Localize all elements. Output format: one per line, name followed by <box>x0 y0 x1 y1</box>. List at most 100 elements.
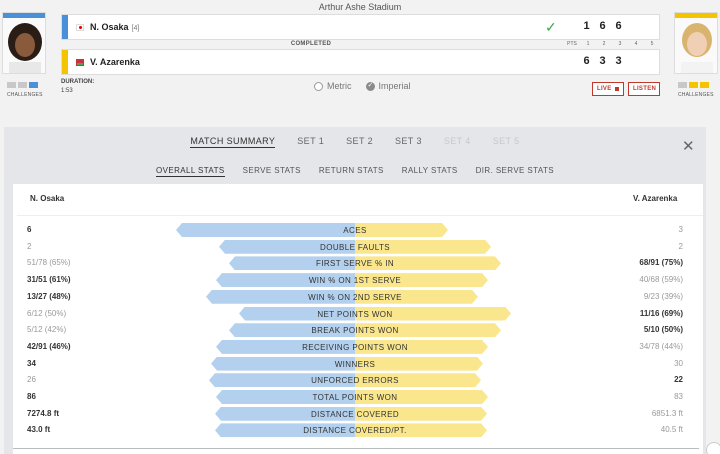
player2-stat-value: 3 <box>678 225 683 234</box>
subtab-overall-stats[interactable]: OVERALL STATS <box>155 166 225 177</box>
player2-stat-value: 68/91 (75%) <box>639 258 683 268</box>
subtab-return-stats[interactable]: RETURN STATS <box>318 166 384 175</box>
stat-row: 6 3 ACES <box>0 223 720 237</box>
player1-stat-value: 13/27 (48%) <box>27 291 71 301</box>
set-score: 1 <box>583 20 590 32</box>
player2-stat-value: 5/10 (50%) <box>643 325 683 335</box>
player2-stat-value: 11/16 (69%) <box>639 308 683 318</box>
live-label: LIVE <box>597 86 612 92</box>
player1-stat-bar <box>239 306 355 321</box>
set-score: 6 <box>615 20 622 32</box>
set-score: 6 <box>599 20 606 32</box>
subtab-rally-stats[interactable]: RALLY STATS <box>401 166 458 175</box>
challenge-used <box>7 82 16 88</box>
player1-stat-bar <box>211 356 355 371</box>
challenge-remaining <box>700 82 709 88</box>
player1-avatar-icon <box>8 23 42 73</box>
stat-row: 51/78 (65%) 68/91 (75%) FIRST SERVE % IN <box>0 256 720 271</box>
player1-stat-value: 34 <box>27 358 36 368</box>
set-score: 6 <box>583 55 590 67</box>
player2-name: V. Azarenka <box>90 57 140 67</box>
metric-option[interactable]: Metric <box>314 81 352 91</box>
subtab-serve-stats[interactable]: SERVE STATS <box>242 166 301 175</box>
subtab-dir-serve-stats[interactable]: DIR. SERVE STATS <box>475 166 555 175</box>
metric-radio[interactable] <box>314 81 323 91</box>
match-tabs: MATCH SUMMARY SET 1 SET 2 SET 3 SET 4 SE… <box>4 136 706 148</box>
listen-button[interactable]: LISTEN <box>628 82 660 96</box>
japan-flag-icon <box>76 24 84 31</box>
stat-row: 86 83 TOTAL POINTS WON <box>0 390 720 404</box>
player2-challenges <box>678 82 709 88</box>
player2-stat-value: 40.5 ft <box>660 425 683 435</box>
challenge-used <box>18 82 27 88</box>
player1-stat-bar <box>206 289 355 304</box>
set-header: 3 <box>618 41 622 47</box>
player2-color-bar <box>62 50 68 74</box>
player1-stat-value: 51/78 (65%) <box>27 258 71 268</box>
stat-label: WIN % ON 2ND SERVE <box>308 292 402 302</box>
player1-stat-bar <box>215 406 355 421</box>
stat-row: 43.0 ft 40.5 ft DISTANCE COVERED/PT. <box>0 423 720 438</box>
stat-row: 34 30 WINNERS <box>0 356 720 371</box>
player2-stat-bar <box>355 290 478 304</box>
player2-avatar-icon <box>681 23 713 73</box>
player1-stat-value: 86 <box>27 392 36 401</box>
imperial-radio[interactable] <box>365 81 375 91</box>
stat-row: 13/27 (48%) 9/23 (39%) WIN % ON 2ND SERVE <box>0 289 720 304</box>
stat-label: NET POINTS WON <box>317 309 393 319</box>
tab-set-1[interactable]: SET 1 <box>297 136 325 146</box>
tab-match-summary[interactable]: MATCH SUMMARY <box>190 136 276 148</box>
player2-stat-bar <box>355 423 487 437</box>
unit-toggle: Metric Imperial <box>314 81 411 91</box>
player1-stat-bar <box>229 256 355 271</box>
match-duration: DURATION: 1:53 <box>61 78 94 96</box>
player1-stat-value: 26 <box>27 375 36 385</box>
player2-stat-bar <box>355 273 488 287</box>
duration-value: 1:53 <box>61 88 73 94</box>
tab-set-2[interactable]: SET 2 <box>346 136 373 146</box>
stats-player2-header: V. Azarenka <box>633 194 678 203</box>
player2-stat-value: 83 <box>674 392 683 401</box>
stat-row: 2 2 DOUBLE FAULTS <box>0 239 720 254</box>
player2-stat-bar <box>355 223 448 237</box>
stat-label: TOTAL POINTS WON <box>312 393 398 402</box>
stats-player1-header: N. Osaka <box>30 194 65 203</box>
player2-photo <box>674 12 718 74</box>
stat-label: WIN % ON 1ST SERVE <box>308 276 402 286</box>
player2-stat-bar <box>355 240 491 254</box>
stat-label: BREAK POINTS WON <box>311 326 399 336</box>
player1-stat-value: 5/12 (42%) <box>27 325 67 335</box>
player2-stat-bar <box>355 307 511 321</box>
player1-stat-bar <box>216 273 355 288</box>
player2-challenges-label: CHALLENGES <box>678 92 714 98</box>
match-status: COMPLETED <box>290 41 332 47</box>
tab-set-3[interactable]: SET 3 <box>395 136 422 146</box>
tab-set-4: SET 4 <box>443 136 471 146</box>
player2-stat-value: 30 <box>674 358 683 368</box>
stat-label: RECEIVING POINTS WON <box>302 342 408 352</box>
header-divider <box>17 215 703 216</box>
stat-label: ACES <box>343 226 367 235</box>
player1-stat-bar <box>176 223 355 237</box>
player1-score-row: N. Osaka [4] ✓ 1 6 6 <box>61 14 660 40</box>
challenge-remaining <box>689 82 698 88</box>
player2-score-row: V. Azarenka 6 3 3 <box>61 49 660 75</box>
player1-set-scores: 1 6 6 <box>582 20 623 32</box>
stat-label: DOUBLE FAULTS <box>320 242 390 252</box>
stats-subtabs: OVERALL STATS SERVE STATS RETURN STATS R… <box>4 166 706 177</box>
player1-photo <box>2 12 46 74</box>
close-icon[interactable]: ✕ <box>682 138 695 155</box>
imperial-option[interactable]: Imperial <box>365 81 411 91</box>
player2-stat-bar <box>355 373 481 387</box>
player2-stat-value: 34/78 (44%) <box>639 341 683 351</box>
stat-label: DISTANCE COVERED/PT. <box>303 426 407 436</box>
player1-color-strip <box>3 13 45 18</box>
stat-label: FIRST SERVE % IN <box>315 259 395 269</box>
player2-stat-bar <box>355 323 501 337</box>
player1-stat-bar <box>215 423 355 438</box>
stat-row: 5/12 (42%) 5/10 (50%) BREAK POINTS WON <box>0 323 720 338</box>
player2-stat-bar <box>355 357 483 371</box>
live-video-button[interactable]: LIVE <box>592 82 624 96</box>
player1-stat-value: 6 <box>27 225 32 234</box>
stat-row: 42/91 (46%) 34/78 (44%) RECEIVING POINTS W… <box>0 339 720 354</box>
